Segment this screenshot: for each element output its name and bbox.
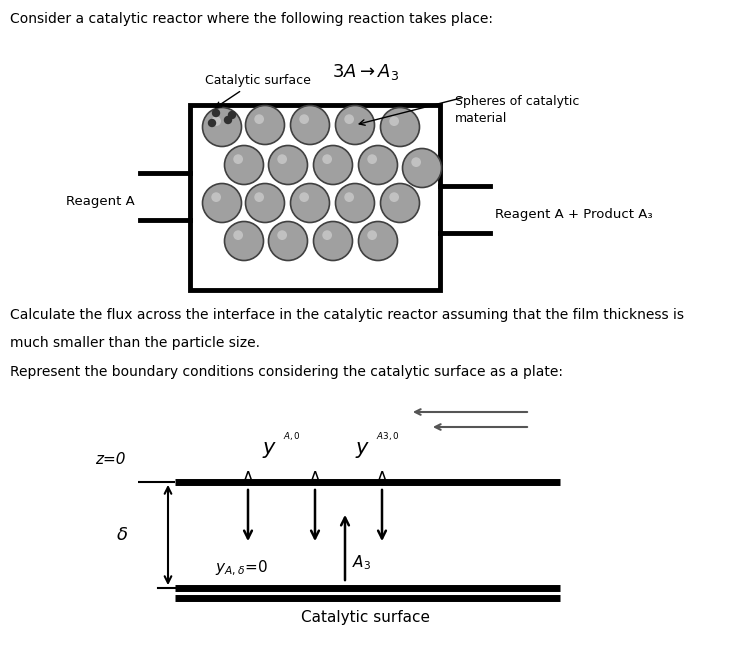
Circle shape [313, 145, 353, 185]
Circle shape [359, 222, 397, 261]
Text: $y$: $y$ [262, 440, 277, 460]
Circle shape [335, 183, 375, 222]
Circle shape [254, 114, 264, 124]
Text: Catalytic surface: Catalytic surface [302, 610, 430, 625]
Text: δ: δ [116, 526, 127, 544]
Bar [190, 105, 440, 290]
Circle shape [209, 119, 215, 126]
Text: much smaller than the particle size.: much smaller than the particle size. [10, 336, 260, 350]
Text: $y_{A,\delta}\!=\!0$: $y_{A,\delta}\!=\!0$ [215, 558, 269, 578]
Circle shape [245, 106, 285, 145]
Text: $A_3$: $A_3$ [352, 554, 371, 572]
Circle shape [212, 116, 221, 126]
Circle shape [389, 192, 399, 202]
Text: $_{A3,0}$: $_{A3,0}$ [376, 430, 400, 443]
Circle shape [322, 155, 332, 164]
Circle shape [299, 114, 309, 124]
Circle shape [389, 116, 399, 126]
Circle shape [291, 106, 329, 145]
Text: A: A [310, 471, 320, 486]
Circle shape [381, 108, 419, 147]
Circle shape [269, 222, 307, 261]
Circle shape [225, 222, 264, 261]
Circle shape [245, 183, 285, 222]
Text: z=0: z=0 [95, 452, 125, 467]
Circle shape [212, 192, 221, 202]
Circle shape [228, 111, 236, 119]
Text: Reagent A + Product A₃: Reagent A + Product A₃ [495, 208, 653, 221]
Circle shape [269, 145, 307, 185]
Circle shape [344, 192, 354, 202]
Circle shape [344, 114, 354, 124]
Text: Represent the boundary conditions considering the catalytic surface as a plate:: Represent the boundary conditions consid… [10, 365, 563, 379]
Text: Spheres of catalytic
material: Spheres of catalytic material [455, 95, 579, 125]
Circle shape [359, 145, 397, 185]
Text: $y$: $y$ [355, 440, 370, 460]
Circle shape [403, 149, 441, 188]
Text: $3A \rightarrow A_3$: $3A \rightarrow A_3$ [332, 62, 400, 82]
Circle shape [411, 157, 421, 167]
Circle shape [234, 155, 243, 164]
Circle shape [212, 110, 220, 117]
Circle shape [254, 192, 264, 202]
Circle shape [277, 230, 287, 240]
Circle shape [291, 183, 329, 222]
Circle shape [367, 230, 377, 240]
Text: Calculate the flux across the interface in the catalytic reactor assuming that t: Calculate the flux across the interface … [10, 308, 684, 322]
Circle shape [203, 108, 242, 147]
Circle shape [313, 222, 353, 261]
Circle shape [225, 117, 231, 123]
Text: A: A [377, 471, 387, 486]
Circle shape [203, 183, 242, 222]
Circle shape [234, 230, 243, 240]
Circle shape [322, 230, 332, 240]
Circle shape [367, 155, 377, 164]
Circle shape [277, 155, 287, 164]
Text: Catalytic surface: Catalytic surface [205, 74, 311, 87]
Circle shape [335, 106, 375, 145]
Text: Reagent A: Reagent A [67, 195, 135, 208]
Text: $_{A,0}$: $_{A,0}$ [283, 430, 301, 443]
Text: Consider a catalytic reactor where the following reaction takes place:: Consider a catalytic reactor where the f… [10, 12, 493, 26]
Text: A: A [243, 471, 253, 486]
Circle shape [225, 145, 264, 185]
Circle shape [381, 183, 419, 222]
Circle shape [299, 192, 309, 202]
